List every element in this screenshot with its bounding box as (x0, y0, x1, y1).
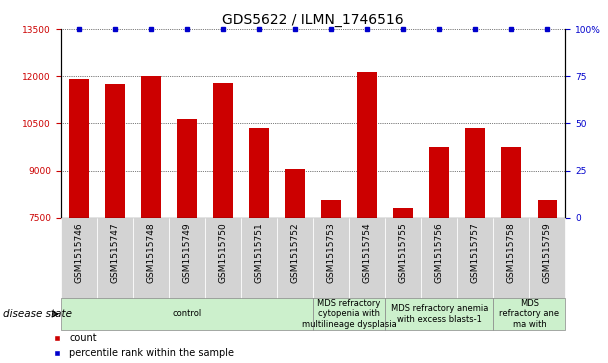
Bar (429, 147, 449, 218)
FancyBboxPatch shape (530, 218, 565, 299)
Bar (69, 79, 89, 218)
Text: GSM1515759: GSM1515759 (543, 222, 552, 283)
Bar (465, 128, 485, 218)
FancyBboxPatch shape (457, 218, 493, 299)
Bar (141, 76, 161, 218)
FancyBboxPatch shape (493, 298, 565, 330)
FancyBboxPatch shape (493, 218, 530, 299)
Bar (358, 72, 377, 218)
Text: GSM1515758: GSM1515758 (507, 222, 516, 283)
Text: GSM1515756: GSM1515756 (435, 222, 444, 283)
FancyBboxPatch shape (313, 218, 349, 299)
Text: GSM1515752: GSM1515752 (291, 222, 300, 282)
Text: GSM1515749: GSM1515749 (182, 222, 192, 282)
FancyBboxPatch shape (349, 218, 385, 299)
Text: GSM1515753: GSM1515753 (326, 222, 336, 283)
Text: GSM1515754: GSM1515754 (363, 222, 371, 282)
Bar (285, 169, 305, 218)
FancyBboxPatch shape (61, 298, 313, 330)
FancyBboxPatch shape (133, 218, 169, 299)
Text: GSM1515750: GSM1515750 (218, 222, 227, 283)
FancyBboxPatch shape (385, 218, 421, 299)
FancyBboxPatch shape (313, 298, 385, 330)
Bar (213, 82, 233, 218)
FancyBboxPatch shape (241, 218, 277, 299)
FancyBboxPatch shape (421, 218, 457, 299)
FancyBboxPatch shape (61, 218, 97, 299)
Text: MDS refractory
cytopenia with
multilineage dysplasia: MDS refractory cytopenia with multilinea… (302, 299, 396, 329)
Text: MDS refractory anemia
with excess blasts-1: MDS refractory anemia with excess blasts… (390, 304, 488, 324)
FancyBboxPatch shape (277, 218, 313, 299)
Bar (105, 84, 125, 218)
Bar (393, 208, 413, 218)
FancyBboxPatch shape (385, 298, 493, 330)
FancyBboxPatch shape (205, 218, 241, 299)
Text: control: control (172, 310, 202, 318)
Legend: count, percentile rank within the sample: count, percentile rank within the sample (54, 333, 234, 358)
Bar (537, 200, 558, 218)
Bar (249, 128, 269, 218)
FancyBboxPatch shape (97, 218, 133, 299)
Title: GDS5622 / ILMN_1746516: GDS5622 / ILMN_1746516 (223, 13, 404, 26)
Bar (321, 200, 341, 218)
Text: MDS
refractory ane
ma with: MDS refractory ane ma with (499, 299, 559, 329)
Text: GSM1515751: GSM1515751 (255, 222, 263, 283)
Text: GSM1515748: GSM1515748 (147, 222, 156, 282)
Bar (177, 119, 197, 218)
Bar (502, 147, 521, 218)
Text: GSM1515746: GSM1515746 (74, 222, 83, 282)
FancyBboxPatch shape (169, 218, 205, 299)
Text: disease state: disease state (3, 309, 72, 319)
Text: GSM1515757: GSM1515757 (471, 222, 480, 283)
Text: GSM1515755: GSM1515755 (399, 222, 408, 283)
Text: GSM1515747: GSM1515747 (111, 222, 119, 282)
